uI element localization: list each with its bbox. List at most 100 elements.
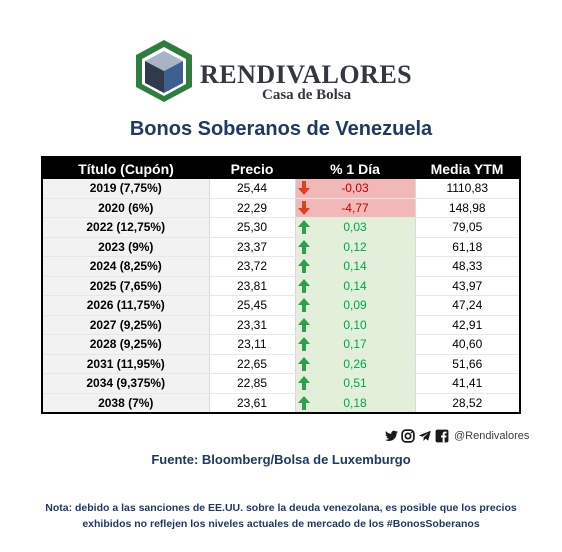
bond-price: 25,44 [209,179,296,199]
bond-change-cell: -4,77 [295,198,416,218]
bond-ytm: 47,24 [415,295,521,316]
facebook-icon[interactable] [435,429,449,443]
bond-change: 0,51 [343,376,367,391]
bond-change-cell: 0,10 [295,315,416,335]
bond-price: 23,31 [209,315,296,335]
bond-ytm: 148,98 [415,198,521,218]
bond-ytm: 28,52 [415,393,521,414]
bond-ytm: 41,41 [415,373,521,394]
bond-price: 22,65 [209,354,296,374]
bond-change: 0,09 [343,298,367,313]
arrow-up-icon [297,317,310,332]
bond-title: 2025 (7,65%) [42,276,210,296]
bond-ytm: 79,05 [415,217,521,238]
bond-title: 2031 (11,95%) [42,354,210,374]
table-row: 2038 (7%) 23,61 0,18 28,52 [42,393,521,414]
bond-change-cell: -0,03 [295,179,416,199]
social-links: @Rendivalores [384,428,529,444]
table-row: 2022 (12,75%) 25,30 0,03 79,05 [42,217,521,238]
bonds-table: Título (Cupón) Precio % 1 Día Media YTM … [41,156,521,414]
bond-change: 0,03 [343,220,367,235]
brand-name: RENDIVALORES [200,60,413,89]
arrow-up-icon [297,395,310,410]
bond-price: 23,37 [209,237,296,257]
table-row: 2034 (9,375%) 22,85 0,51 41,41 [42,373,521,394]
instagram-icon[interactable] [401,429,415,443]
bond-title: 2028 (9,25%) [42,334,210,355]
brand-header: RENDIVALORES Casa de Bolsa [0,38,562,108]
arrow-up-icon [297,278,310,293]
table-row: 2019 (7,75%) 25,44 -0,03 1110,83 [42,179,521,199]
bond-change-cell: 0,14 [295,256,416,277]
bond-change-cell: 0,14 [295,276,416,296]
bond-change-cell: 0,12 [295,237,416,257]
bond-ytm: 61,18 [415,237,521,257]
table-row: 2024 (8,25%) 23,72 0,14 48,33 [42,256,521,277]
bond-change-cell: 0,03 [295,217,416,238]
social-handle[interactable]: @Rendivalores [454,430,530,442]
bond-price: 25,45 [209,295,296,316]
arrow-up-icon [297,337,310,351]
table-row: 2028 (9,25%) 23,11 0,17 40,60 [42,334,521,355]
page-title: Bonos Soberanos de Venezuela [129,118,433,140]
brand-subtitle: Casa de Bolsa [262,87,352,103]
bond-price: 22,29 [209,198,296,218]
bond-price: 23,72 [209,256,296,277]
bond-change-cell: 0,18 [295,393,416,414]
table-row: 2026 (11,75%) 25,45 0,09 47,24 [42,295,521,316]
table-header-row: Título (Cupón) Precio % 1 Día Media YTM [42,157,520,179]
bond-change: 0,12 [343,239,367,254]
bond-change: 0,17 [343,337,367,352]
bond-price: 23,81 [209,276,296,296]
header-title: Título (Cupón) [42,157,209,179]
bond-change: 0,26 [343,356,367,371]
arrow-up-icon [297,376,310,390]
bond-title: 2034 (9,375%) [42,373,210,394]
bond-title: 2027 (9,25%) [42,315,210,335]
bond-ytm: 42,91 [415,315,521,335]
bond-ytm: 1110,83 [415,179,521,199]
bond-price: 22,85 [209,373,296,394]
bond-change: 0,18 [343,395,367,410]
arrow-down-icon [297,200,310,215]
bond-title: 2026 (11,75%) [42,295,210,316]
bond-ytm: 40,60 [415,334,521,355]
bond-change: 0,14 [343,259,367,274]
twitter-icon[interactable] [384,429,399,443]
header-change: % 1 Día [295,157,415,179]
disclaimer-note: Nota: debido a las sanciones de EE.UU. s… [45,502,517,530]
bond-price: 23,61 [209,393,296,414]
bond-change: 0,10 [343,317,367,332]
arrow-down-icon [297,181,310,195]
bond-change: -4,77 [341,200,369,215]
table-row: 2027 (9,25%) 23,31 0,10 42,91 [42,315,521,335]
header-ytm: Media YTM [415,157,520,179]
arrow-up-icon [297,220,310,234]
bond-change-cell: 0,51 [295,373,416,394]
table-row: 2020 (6%) 22,29 -4,77 148,98 [42,198,521,218]
bond-price: 23,11 [209,334,296,355]
bond-ytm: 48,33 [415,256,521,277]
bond-title: 2023 (9%) [42,237,210,257]
bond-title: 2024 (8,25%) [42,256,210,277]
bond-title: 2038 (7%) [42,393,210,414]
data-source: Fuente: Bloomberg/Bolsa de Luxemburgo [151,452,411,467]
arrow-up-icon [297,298,310,312]
bond-title: 2019 (7,75%) [42,179,210,199]
bond-change-cell: 0,26 [295,354,416,374]
bond-title: 2020 (6%) [42,198,210,218]
bond-ytm: 51,66 [415,354,521,374]
telegram-icon[interactable] [417,429,433,443]
table-row: 2031 (11,95%) 22,65 0,26 51,66 [42,354,521,374]
arrow-up-icon [297,239,310,254]
bond-ytm: 43,97 [415,276,521,296]
arrow-up-icon [297,259,310,273]
arrow-up-icon [297,356,310,371]
bond-price: 25,30 [209,217,296,238]
bond-change-cell: 0,09 [295,295,416,316]
bond-change-cell: 0,17 [295,334,416,355]
bond-title: 2022 (12,75%) [42,217,210,238]
table-row: 2023 (9%) 23,37 0,12 61,18 [42,237,521,257]
header-price: Precio [209,157,295,179]
bond-change: -0,03 [341,181,369,196]
